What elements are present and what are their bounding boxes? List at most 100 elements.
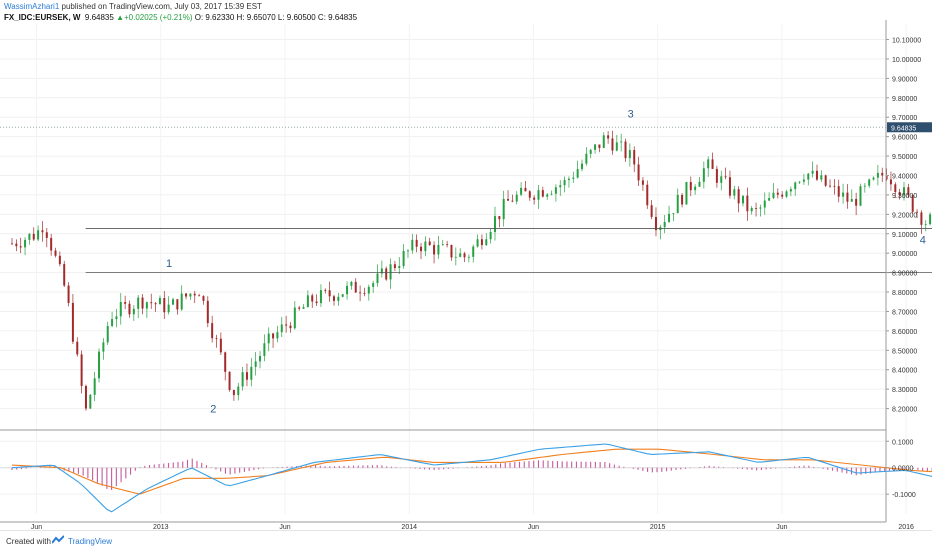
price-chart[interactable]: 0.618(9.82253)0.5(9.74384)0.5(9.12739)0.… — [0, 0, 932, 530]
candle-body — [219, 338, 222, 353]
macd-signal-line — [11, 448, 932, 495]
brand-text[interactable]: TradingView — [68, 537, 113, 546]
candle-body — [868, 179, 871, 186]
header-line1: WassimAzhari1 published on TradingView.c… — [4, 1, 262, 12]
candle-body — [45, 232, 48, 238]
candle-body — [376, 273, 379, 284]
candle-body — [511, 200, 514, 202]
candle-body — [367, 286, 370, 294]
candle-body — [372, 283, 375, 287]
candle-body — [520, 187, 523, 195]
candle-body — [615, 142, 618, 151]
candle-body — [668, 213, 671, 222]
candle-body — [681, 194, 684, 205]
author-link[interactable]: WassimAzhari1 — [4, 2, 60, 11]
candle-body — [115, 316, 118, 320]
candle-body — [541, 190, 544, 197]
symbol-label: FX_IDC:EURSEK, W — [4, 13, 81, 22]
candle-body — [467, 256, 470, 258]
candle-body — [611, 138, 614, 151]
candle-body — [737, 189, 740, 204]
candle-body — [733, 189, 736, 196]
candle-body — [594, 144, 597, 150]
candle-body — [863, 185, 866, 187]
fib-levels: 0.618(9.82253)0.5(9.74384)0.5(9.12739)0.… — [85, 228, 932, 273]
candle-body — [450, 245, 453, 258]
candle-body — [607, 135, 610, 139]
candle-body — [728, 177, 731, 196]
candle-body — [650, 205, 653, 217]
tradingview-logo-icon — [52, 535, 64, 544]
macd-tick-label: 0.0000 — [892, 466, 914, 473]
candle-body — [885, 175, 888, 180]
y-tick-label: 9.70000 — [892, 115, 917, 122]
candle-body — [150, 302, 153, 304]
candle-body — [298, 307, 301, 309]
candle-body — [515, 194, 518, 202]
candle-body — [302, 307, 305, 309]
candle-body — [916, 211, 919, 213]
candle-body — [772, 192, 775, 199]
y-tick-label: 10.10000 — [892, 38, 921, 45]
candle-body — [881, 172, 884, 176]
x-tick-label: Jun — [31, 524, 42, 530]
footer: Created with TradingView — [0, 530, 932, 551]
candle-body — [171, 299, 174, 305]
x-tick-label: 2014 — [401, 524, 417, 530]
candle-body — [898, 192, 901, 196]
candle-body — [602, 135, 605, 148]
candle-body — [637, 164, 640, 181]
candle-body — [132, 308, 135, 315]
candle-body — [198, 295, 201, 297]
y-tick-label: 8.90000 — [892, 271, 917, 278]
candle-body — [763, 200, 766, 208]
candle-body — [811, 170, 814, 174]
candle-body — [332, 296, 335, 301]
candle-body — [702, 168, 705, 182]
candle-body — [785, 191, 788, 197]
grid — [0, 24, 907, 514]
candle-body — [76, 341, 79, 355]
candle-body — [889, 179, 892, 185]
candle-body — [533, 197, 536, 200]
candle-body — [846, 192, 849, 202]
candle-body — [98, 351, 101, 379]
candle-body — [245, 372, 248, 380]
candle-body — [646, 184, 649, 206]
candle-body — [546, 194, 549, 197]
candle-body — [311, 295, 314, 302]
candle-body — [589, 149, 592, 154]
candle-body — [193, 293, 196, 296]
x-tick-label: 2013 — [153, 524, 169, 530]
candle-body — [576, 169, 579, 178]
candle-body — [145, 302, 148, 309]
candle-body — [794, 182, 797, 190]
candle-body — [755, 208, 758, 209]
candle-body — [424, 241, 427, 252]
y-tick-label: 10.00000 — [892, 57, 921, 64]
candle-body — [711, 159, 714, 169]
candle-body — [241, 372, 244, 387]
candle-body — [920, 212, 923, 225]
candle-body — [63, 264, 66, 286]
macd-tick-label: 0.1000 — [892, 439, 914, 446]
candle-body — [585, 153, 588, 164]
candle-body — [293, 307, 296, 329]
candle-body — [380, 268, 383, 274]
y-tick-label: 9.60000 — [892, 135, 917, 142]
y-tick-label: 9.50000 — [892, 154, 917, 161]
ohlc-label: O: 9.62330 H: 9.65070 L: 9.60500 C: 9.64… — [194, 13, 358, 22]
candle-body — [759, 207, 762, 209]
candle-body — [254, 361, 257, 367]
candle-body — [411, 239, 414, 251]
candle-body — [84, 385, 87, 409]
candle-body — [824, 175, 827, 186]
candle-body — [398, 266, 401, 269]
candle-body — [620, 141, 623, 143]
candle-body — [528, 191, 531, 198]
candle-body — [363, 293, 366, 294]
candle-body — [485, 239, 488, 246]
candle-body — [572, 177, 575, 179]
wave-label: 2 — [210, 404, 216, 416]
candle-body — [28, 233, 31, 240]
